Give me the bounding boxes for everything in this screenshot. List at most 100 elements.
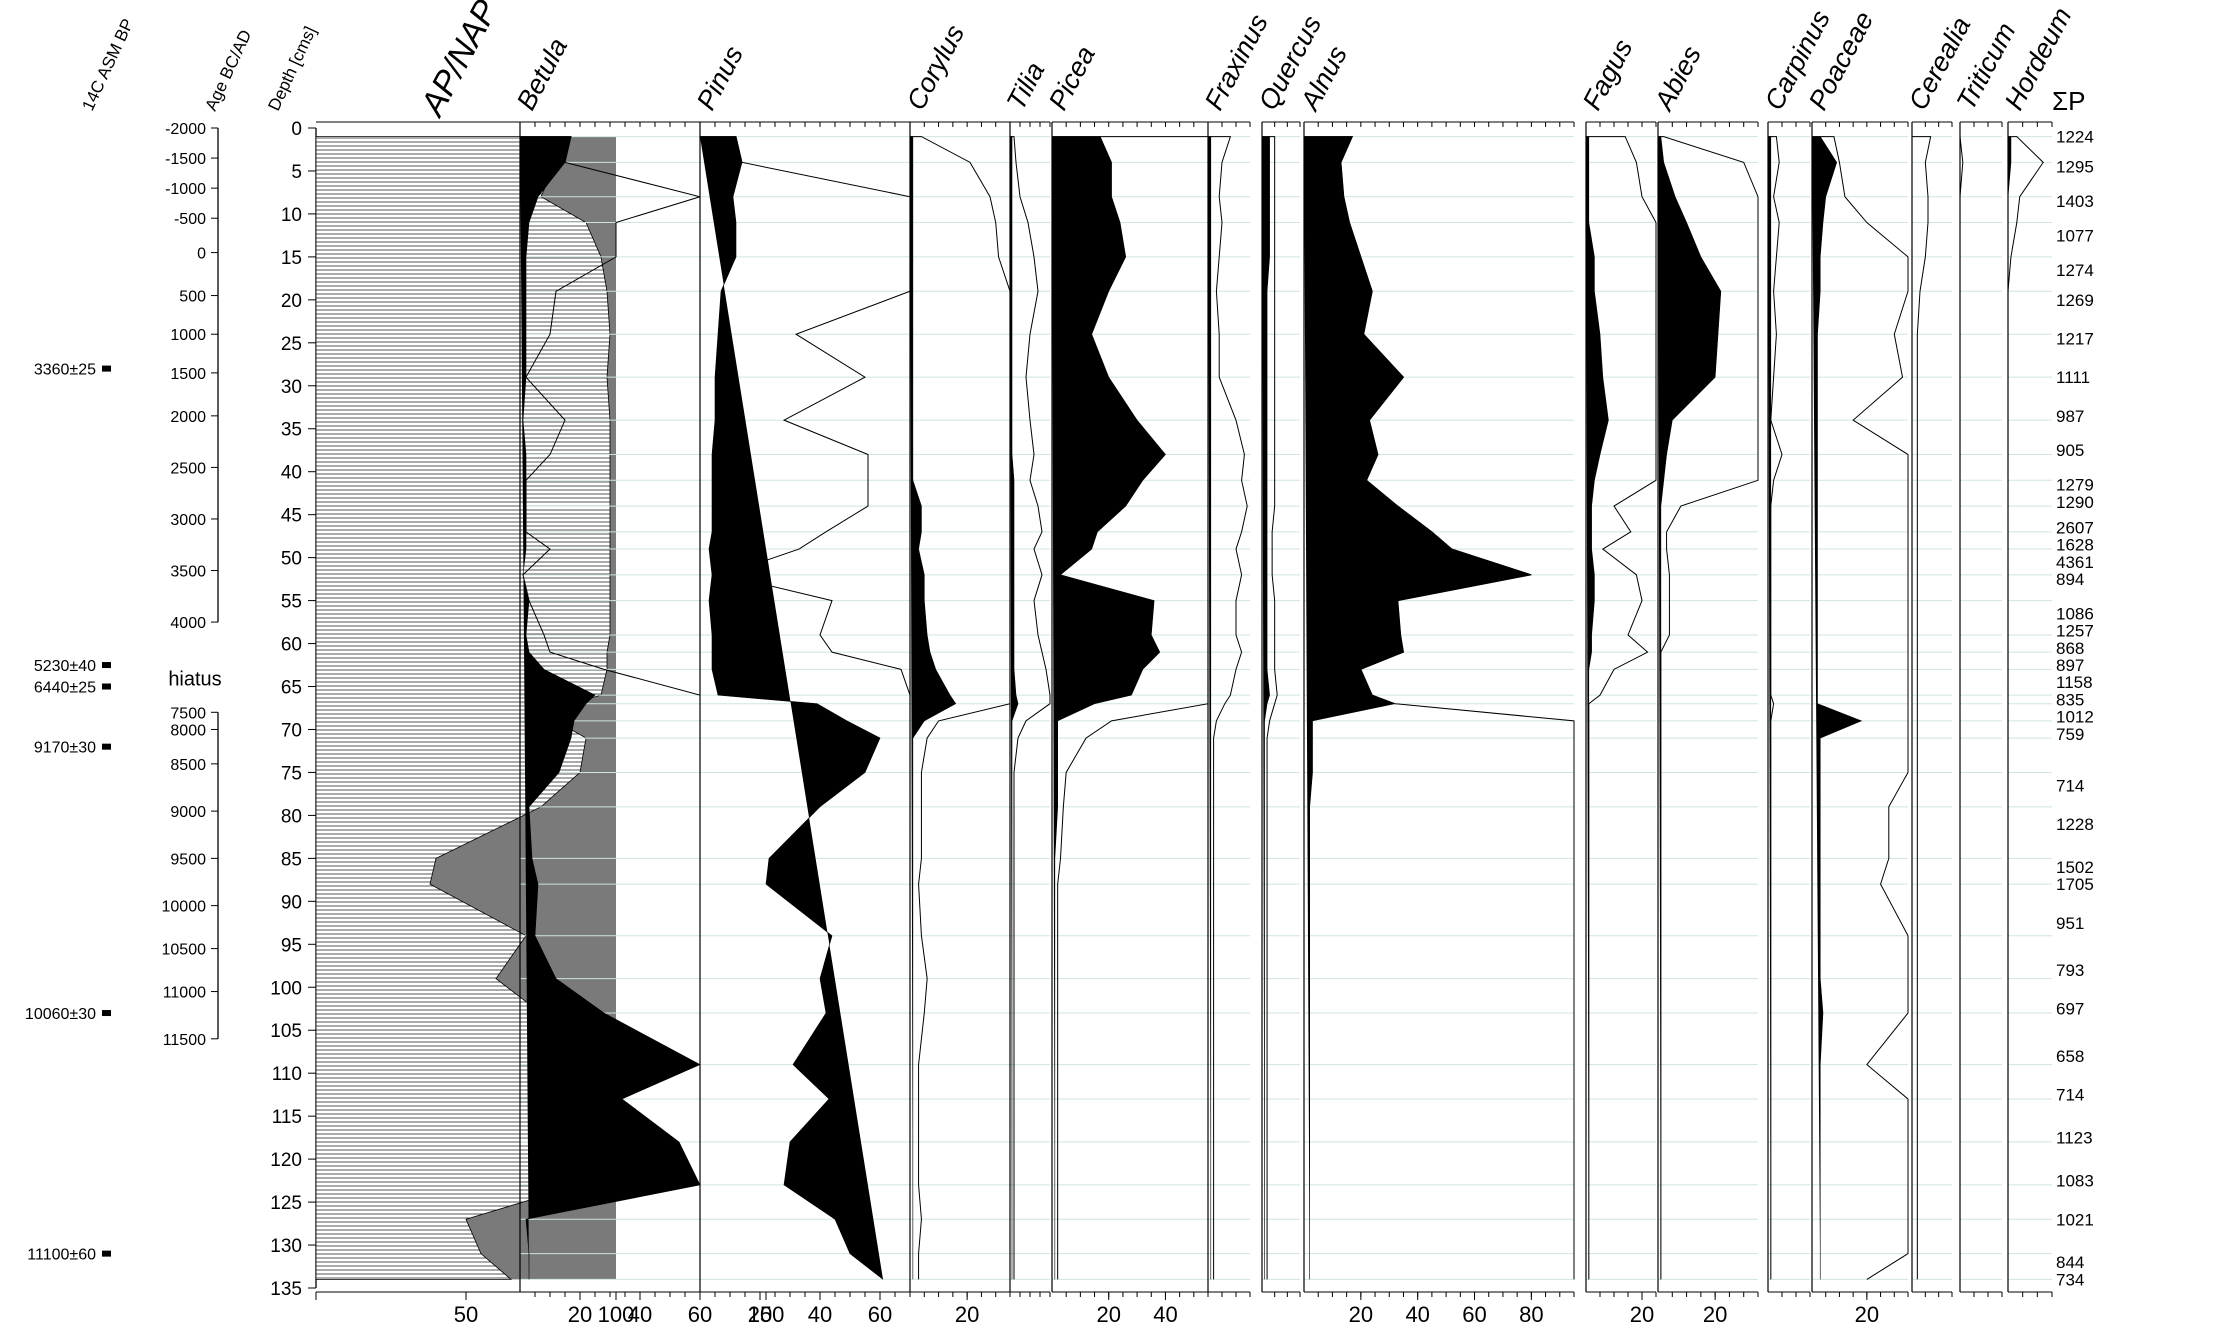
radiocarbon-column: 3360±25 5230±40 6440±25 9170±30 10060±30 1110… bbox=[25, 362, 111, 1264]
sum-value-0: 1224 bbox=[2056, 128, 2094, 147]
depth-label-27: 135 bbox=[270, 1279, 302, 1300]
depth-label-26: 130 bbox=[270, 1236, 302, 1257]
tick-label-betula-1: 40 bbox=[628, 1302, 652, 1326]
tick-label-alnus-2: 60 bbox=[1462, 1302, 1486, 1326]
depth-label-20: 100 bbox=[270, 978, 302, 999]
sum-value-37: 734 bbox=[2056, 1270, 2084, 1289]
taxon-header-abies: Abies bbox=[1648, 41, 1707, 116]
sum-value-4: 1274 bbox=[2056, 261, 2094, 280]
taxon-panel-hordeum bbox=[2007, 121, 2053, 1297]
ap-tick-label-0: 50 bbox=[454, 1302, 478, 1326]
age-label-lower-5: 10000 bbox=[162, 899, 207, 916]
sum-value-15: 894 bbox=[2056, 570, 2084, 589]
age-label-lower-2: 8500 bbox=[170, 757, 206, 774]
age-label-upper-10: 3000 bbox=[170, 512, 206, 529]
taxon-panel-tilia bbox=[1009, 121, 1051, 1297]
sum-value-8: 987 bbox=[2056, 407, 2084, 426]
age-label-lower-8: 11500 bbox=[163, 1032, 206, 1049]
depth-label-9: 45 bbox=[281, 506, 302, 527]
sum-value-12: 2607 bbox=[2056, 519, 2094, 538]
exaggeration-curve bbox=[1812, 136, 1909, 1280]
age-label-lower-0: 7500 bbox=[170, 705, 206, 722]
c14-date-2: 6440±25 bbox=[34, 680, 96, 697]
sum-value-19: 897 bbox=[2056, 656, 2084, 675]
depth-label-6: 30 bbox=[281, 377, 302, 398]
age-label-upper-11: 3500 bbox=[170, 564, 206, 581]
taxon-header-corylus: Corylus bbox=[901, 20, 970, 115]
sum-value-10: 1279 bbox=[2056, 476, 2094, 495]
taxon-panel-fraxinus bbox=[1207, 121, 1251, 1297]
depth-label-24: 120 bbox=[270, 1150, 302, 1171]
tick-label-alnus-1: 40 bbox=[1405, 1302, 1429, 1326]
c14-header: 14C ASM BP bbox=[78, 16, 137, 114]
c14-date-1: 5230±40 bbox=[34, 658, 96, 675]
abundance-silhouette bbox=[1052, 136, 1166, 1280]
abundance-silhouette bbox=[1208, 136, 1212, 1280]
age-label-upper-5: 500 bbox=[179, 289, 206, 306]
abundance-silhouette bbox=[1586, 136, 1609, 1280]
depth-label-1: 5 bbox=[291, 162, 302, 183]
sum-value-21: 835 bbox=[2056, 690, 2084, 709]
tick-label-picea-0: 20 bbox=[1096, 1302, 1120, 1326]
exaggeration-curve bbox=[1262, 136, 1278, 1280]
abundance-silhouette bbox=[1812, 136, 1863, 1280]
sum-value-36: 844 bbox=[2056, 1253, 2084, 1272]
sum-value-1: 1295 bbox=[2056, 158, 2094, 177]
tick-label-fagus-0: 20 bbox=[1630, 1302, 1654, 1326]
sum-value-29: 793 bbox=[2056, 961, 2084, 980]
depth-label-2: 10 bbox=[281, 205, 302, 226]
depth-label-5: 25 bbox=[281, 334, 302, 355]
taxon-header-pinus: Pinus bbox=[691, 41, 749, 115]
taxon-header-betula: Betula bbox=[511, 33, 573, 115]
sum-value-6: 1217 bbox=[2056, 330, 2094, 349]
c14-marker-3 bbox=[102, 743, 111, 750]
sum-value-11: 1290 bbox=[2056, 493, 2094, 512]
depth-label-23: 115 bbox=[272, 1107, 302, 1128]
abundance-silhouette bbox=[1768, 136, 1772, 1280]
c14-date-3: 9170±30 bbox=[34, 740, 96, 757]
depth-label-10: 50 bbox=[281, 549, 302, 570]
abundance-silhouette bbox=[1304, 136, 1532, 1280]
taxon-panel-abies: 20 bbox=[1657, 121, 1759, 1326]
tick-label-pinus-1: 40 bbox=[808, 1302, 832, 1326]
sum-value-35: 1021 bbox=[2056, 1210, 2094, 1229]
tick-label-poaceae-0: 20 bbox=[1855, 1302, 1879, 1326]
taxon-panel-corylus: 20 bbox=[909, 121, 1011, 1326]
c14-date-0: 3360±25 bbox=[34, 362, 96, 379]
sum-value-32: 714 bbox=[2056, 1086, 2084, 1105]
depth-label-21: 105 bbox=[270, 1021, 302, 1042]
taxon-panel-cerealia bbox=[1911, 121, 1953, 1297]
taxon-header-picea: Picea bbox=[1043, 41, 1101, 115]
sum-header: ΣP bbox=[2052, 86, 2085, 116]
ap-tick-label-2: 150 bbox=[748, 1302, 785, 1326]
sum-value-27: 1705 bbox=[2056, 875, 2094, 894]
sum-value-33: 1123 bbox=[2056, 1129, 2093, 1148]
taxon-panel-alnus: 20 40 60 80 bbox=[1303, 121, 1575, 1326]
age-label-upper-4: 0 bbox=[197, 246, 206, 263]
age-label-upper-12: 4000 bbox=[170, 615, 206, 632]
age-label-upper-6: 1000 bbox=[170, 327, 206, 344]
taxon-panel-carpinus bbox=[1767, 121, 1811, 1297]
depth-label-19: 95 bbox=[281, 935, 302, 956]
exaggeration-curve bbox=[1010, 136, 1051, 1280]
sum-value-26: 1502 bbox=[2056, 858, 2094, 877]
tick-label-alnus-3: 80 bbox=[1519, 1302, 1543, 1326]
sum-value-14: 4361 bbox=[2056, 553, 2094, 572]
depth-label-14: 70 bbox=[281, 720, 302, 741]
age-header: Age BC/AD bbox=[201, 27, 255, 114]
sum-value-5: 1269 bbox=[2056, 291, 2094, 310]
depth-label-13: 65 bbox=[281, 678, 302, 699]
depth-header: Depth [cms] bbox=[264, 23, 320, 113]
tick-label-alnus-0: 20 bbox=[1349, 1302, 1373, 1326]
sum-value-17: 1257 bbox=[2056, 622, 2094, 641]
sum-value-2: 1403 bbox=[2056, 192, 2094, 211]
sum-value-34: 1083 bbox=[2056, 1172, 2094, 1191]
taxon-panel-picea: 20 40 bbox=[1051, 121, 1209, 1326]
c14-marker-2 bbox=[102, 683, 111, 690]
depth-label-3: 15 bbox=[281, 248, 302, 269]
age-label-lower-1: 8000 bbox=[170, 722, 206, 739]
age-label-upper-1: -1500 bbox=[165, 151, 206, 168]
depth-label-7: 35 bbox=[281, 420, 302, 441]
depth-label-16: 80 bbox=[281, 806, 302, 827]
